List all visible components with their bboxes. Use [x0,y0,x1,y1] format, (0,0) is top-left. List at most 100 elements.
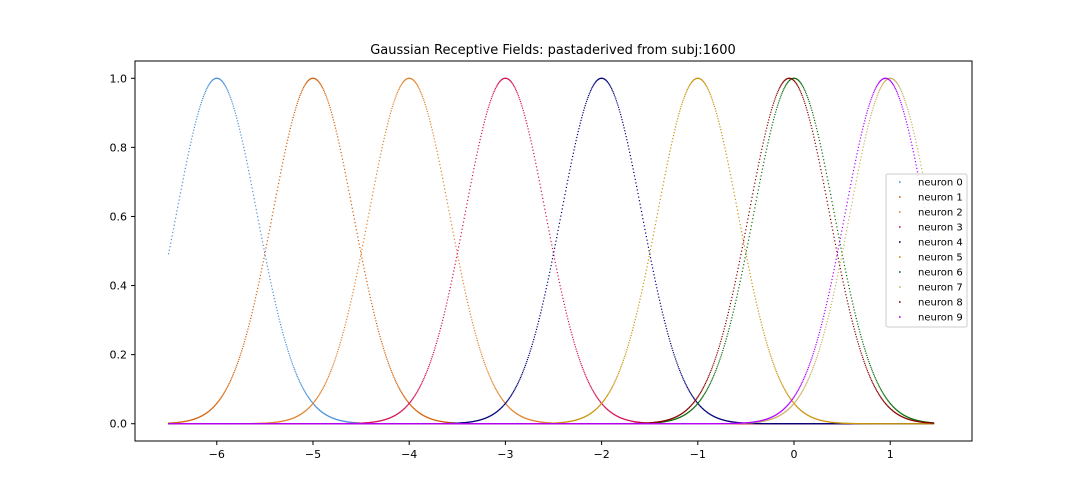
series-4-point [509,396,511,398]
series-2-point [309,405,312,407]
series-2-point [499,394,501,397]
series-3-point [596,396,598,398]
series-2-point [469,313,472,315]
series-3-point [425,373,427,375]
series-0-point [314,405,316,407]
series-0-point [351,421,353,424]
series-2-point [437,157,440,159]
series-1-point [435,419,437,421]
series-0-point [241,137,243,139]
series-1-point [409,403,411,405]
series-3-point [577,355,579,357]
series-3-point [383,419,385,421]
series-1-point [341,155,343,157]
series-2-point [540,421,542,423]
series-3-point [507,78,509,80]
series-2-point [506,404,508,407]
series-3-point [454,263,456,265]
series-1-point [171,422,173,424]
series-1-point [369,296,371,299]
series-0-point [229,95,231,97]
series-3-point [546,219,548,221]
series-3-point [476,151,478,153]
series-4-point [457,422,459,424]
series-1-point [322,88,324,90]
series-0-point [350,421,352,423]
series-4-point [501,406,503,409]
series-3-point [574,343,576,346]
series-3-point [520,103,522,105]
series-2-point [459,266,461,268]
series-2-point [350,298,353,300]
series-2-point [471,321,474,324]
series-4-point [458,422,460,424]
series-1-point [185,420,187,422]
series-2-point [436,150,438,153]
series-1-point [339,148,342,150]
series-2-point [289,418,291,420]
series-0-point [285,344,287,346]
series-4-point [490,414,492,417]
series-3-point [517,93,519,95]
series-1-point [269,225,271,228]
series-3-point [541,194,543,196]
series-4-point [499,408,501,411]
series-3-point [514,87,516,89]
series-0-point [330,416,332,418]
series-4-point [519,377,522,379]
series-3-point [361,422,363,424]
series-3-point [442,319,444,321]
series-1-point [248,323,250,325]
series-1-point [442,421,444,423]
series-2-point [485,365,487,367]
series-4-point [460,422,462,424]
series-4-point [473,420,475,422]
series-3-point [487,108,489,111]
series-3-point [433,349,435,351]
series-4-point [483,418,485,420]
series-2-point [390,110,392,112]
series-4-point [550,264,552,267]
series-3-point [378,420,380,422]
series-2-point [318,394,320,396]
series-4-point [482,418,484,420]
series-1-point [293,114,295,116]
series-3-point [366,422,368,424]
series-2-point [353,285,355,287]
series-3-point [484,118,486,121]
series-4-point [525,362,527,365]
series-1-point [346,179,348,181]
series-2-point [452,231,454,233]
series-3-point [385,418,387,420]
series-0-point [193,129,195,131]
series-3-point [629,420,631,422]
series-4-point [476,420,478,422]
series-2-point [440,170,442,173]
series-1-point [336,133,338,135]
series-2-point [319,392,321,394]
series-3-point [576,350,578,352]
series-0-point [277,312,279,315]
series-3-point [490,98,492,100]
series-0-point [184,167,186,169]
series-3-point [535,166,538,168]
series-3-point [588,381,590,383]
series-1-point [261,264,264,266]
series-1-point [407,402,410,404]
series-2-point [267,422,269,424]
series-2-point [407,77,409,80]
series-3-point [499,81,501,83]
series-3-point [636,421,638,423]
series-0-point [252,194,255,196]
series-3-point [537,173,539,175]
curves-layer [168,77,935,425]
series-3-point [551,247,554,250]
series-0-point [239,131,241,133]
series-3-point [421,382,423,384]
series-1-point [223,392,225,394]
series-1-point [374,317,376,319]
series-0-point [316,407,319,409]
series-3-point [459,239,461,241]
series-0-point [228,93,230,95]
series-3-point [569,326,571,328]
